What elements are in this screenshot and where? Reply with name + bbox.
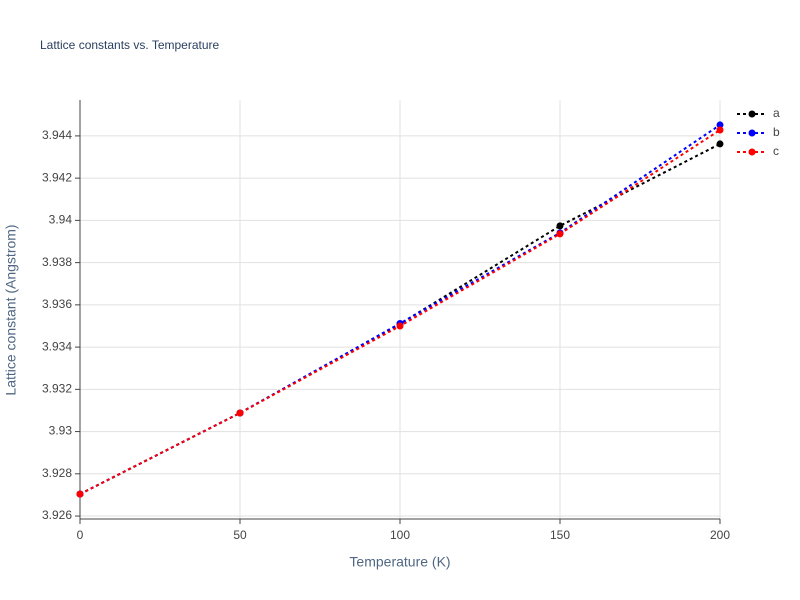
- y-tick-label: 3.926: [42, 508, 72, 522]
- point: [556, 230, 564, 238]
- y-tick-label: 3.944: [42, 128, 72, 142]
- y-tick-label: 3.93: [49, 424, 73, 438]
- point: [716, 126, 724, 134]
- y-tick-label: 3.94: [49, 213, 73, 227]
- point: [236, 409, 244, 417]
- x-tick-label: 100: [390, 528, 410, 542]
- y-tick-label: 3.928: [42, 466, 72, 480]
- point: [556, 222, 564, 230]
- point: [76, 490, 84, 498]
- x-tick-label: 200: [710, 528, 730, 542]
- legend-marker: [748, 110, 756, 118]
- y-tick-label: 3.936: [42, 297, 72, 311]
- point: [716, 121, 724, 129]
- x-tick-label: 150: [550, 528, 570, 542]
- point: [396, 322, 404, 330]
- legend-marker: [748, 129, 756, 137]
- y-axis-title: Lattice constant (Angstrom): [3, 224, 19, 395]
- legend-marker: [748, 148, 756, 156]
- y-tick-label: 3.942: [42, 170, 72, 184]
- legend-label: b: [773, 125, 780, 139]
- x-axis-title: Temperature (K): [349, 554, 450, 570]
- y-tick-label: 3.932: [42, 382, 72, 396]
- chart-title: Lattice constants vs. Temperature: [40, 38, 220, 52]
- x-tick-label: 0: [77, 528, 84, 542]
- y-tick-label: 3.934: [42, 339, 72, 353]
- point: [716, 140, 724, 148]
- x-tick-label: 50: [233, 528, 247, 542]
- legend-label: a: [773, 106, 780, 120]
- legend-label: c: [773, 144, 779, 158]
- y-tick-label: 3.938: [42, 255, 72, 269]
